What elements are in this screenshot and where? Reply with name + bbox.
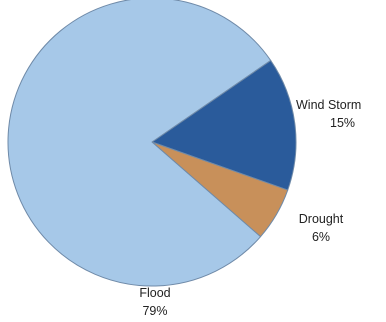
pie-slice-flood — [7, 0, 272, 287]
drought-label: Drought 6% — [286, 210, 356, 246]
flood-label: Flood 79% — [124, 284, 186, 320]
wind-storm-percent: 15% — [330, 116, 356, 130]
flood-name: Flood — [139, 286, 171, 300]
drought-percent: 6% — [311, 230, 331, 244]
flood-percent: 79% — [142, 304, 168, 318]
wind-storm-label: Wind Storm 15% — [296, 96, 386, 132]
pie-slice-wind-storm — [151, 59, 297, 191]
drought-name: Drought — [298, 212, 344, 226]
wind-storm-name: Wind Storm — [296, 98, 362, 112]
